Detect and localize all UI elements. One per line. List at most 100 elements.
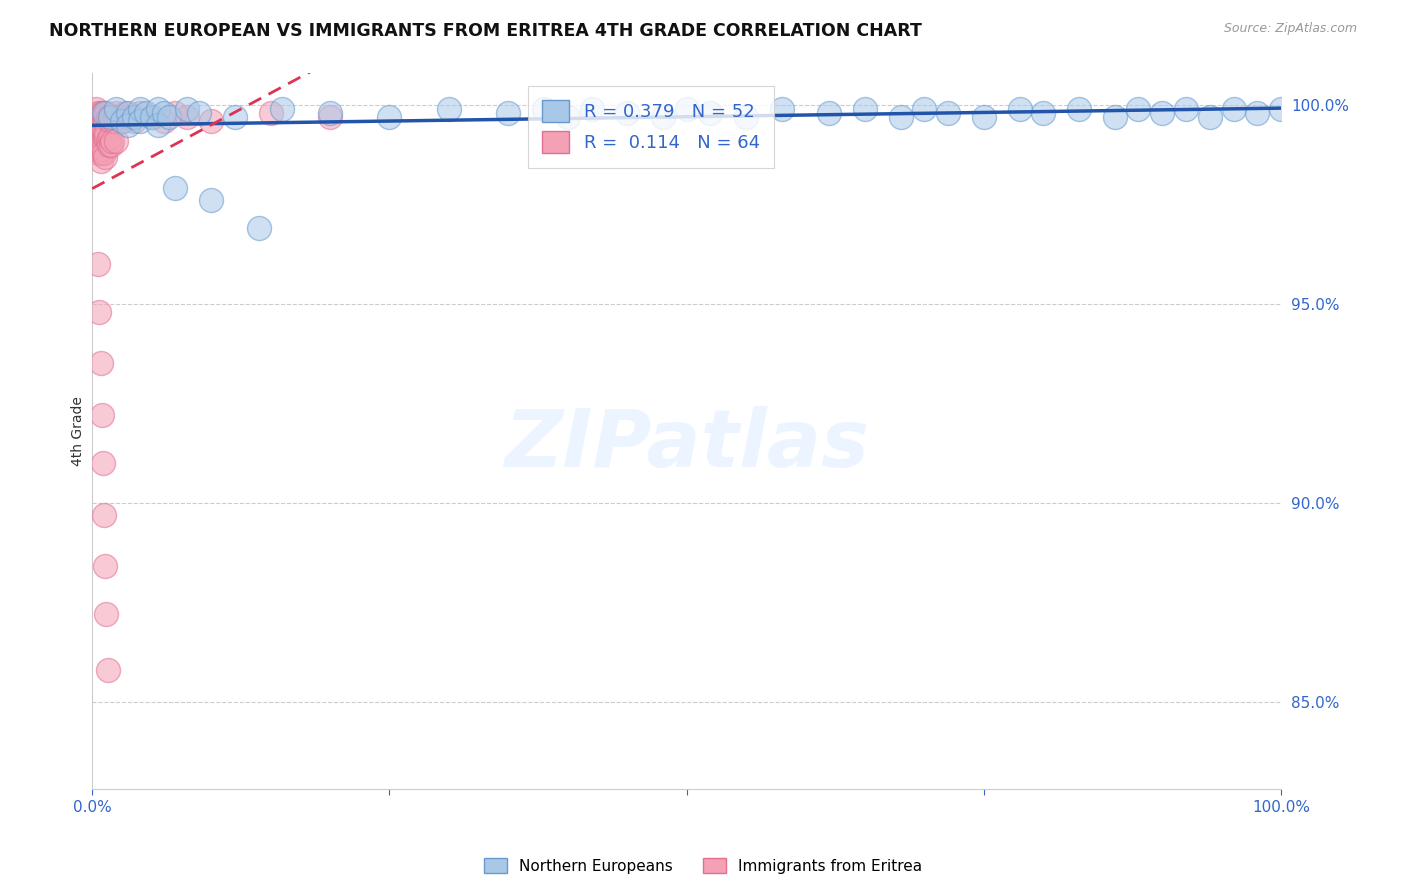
Point	[89, 137, 111, 152]
Point	[735, 110, 758, 124]
Legend: Northern Europeans, Immigrants from Eritrea: Northern Europeans, Immigrants from Erit…	[478, 852, 928, 880]
Point	[93, 508, 115, 522]
Point	[498, 105, 520, 120]
Point	[128, 113, 150, 128]
Point	[581, 102, 603, 116]
Point	[94, 113, 117, 128]
Point	[437, 102, 460, 116]
Point	[247, 221, 270, 235]
Point	[90, 110, 112, 124]
Point	[1008, 102, 1031, 116]
Point	[146, 102, 169, 116]
Point	[616, 105, 638, 120]
Point	[104, 110, 127, 124]
Point	[103, 113, 125, 128]
Point	[1067, 102, 1090, 116]
Point	[98, 129, 121, 144]
Point	[104, 134, 127, 148]
Point	[1270, 102, 1292, 116]
Point	[200, 194, 222, 208]
Point	[117, 110, 139, 124]
Point	[675, 102, 697, 116]
Point	[114, 105, 136, 120]
Point	[912, 102, 935, 116]
Point	[271, 102, 294, 116]
Point	[122, 113, 145, 128]
Point	[86, 110, 108, 124]
Point	[378, 110, 401, 124]
Point	[699, 105, 721, 120]
Point	[89, 304, 111, 318]
Point	[87, 118, 110, 132]
Point	[770, 102, 793, 116]
Point	[100, 137, 122, 152]
Point	[93, 105, 115, 120]
Point	[100, 113, 122, 128]
Point	[890, 110, 912, 124]
Text: Source: ZipAtlas.com: Source: ZipAtlas.com	[1223, 22, 1357, 36]
Point	[1198, 110, 1220, 124]
Point	[152, 113, 174, 128]
Point	[1246, 105, 1268, 120]
Point	[93, 126, 115, 140]
Point	[90, 408, 112, 422]
Text: ZIPatlas: ZIPatlas	[505, 407, 869, 484]
Point	[1032, 105, 1054, 120]
Point	[165, 181, 187, 195]
Point	[111, 113, 134, 128]
Point	[533, 102, 555, 116]
Point	[104, 102, 127, 116]
Point	[94, 149, 117, 163]
Point	[146, 118, 169, 132]
Point	[93, 110, 115, 124]
Point	[104, 105, 127, 120]
Point	[94, 129, 117, 144]
Point	[91, 142, 114, 156]
Point	[128, 105, 150, 120]
Point	[96, 126, 118, 140]
Point	[86, 121, 108, 136]
Point	[165, 105, 187, 120]
Point	[135, 105, 157, 120]
Point	[98, 110, 121, 124]
Point	[97, 113, 120, 128]
Point	[101, 134, 124, 148]
Point	[96, 105, 118, 120]
Point	[319, 105, 342, 120]
Point	[89, 142, 111, 156]
Point	[117, 118, 139, 132]
Point	[94, 559, 117, 574]
Point	[152, 105, 174, 120]
Point	[111, 113, 134, 128]
Point	[101, 110, 124, 124]
Point	[1222, 102, 1244, 116]
Point	[91, 105, 114, 120]
Point	[87, 134, 110, 148]
Point	[1175, 102, 1198, 116]
Point	[259, 105, 281, 120]
Point	[107, 110, 129, 124]
Point	[89, 126, 111, 140]
Text: NORTHERN EUROPEAN VS IMMIGRANTS FROM ERITREA 4TH GRADE CORRELATION CHART: NORTHERN EUROPEAN VS IMMIGRANTS FROM ERI…	[49, 22, 922, 40]
Point	[853, 102, 876, 116]
Point	[319, 110, 342, 124]
Point	[200, 113, 222, 128]
Y-axis label: 4th Grade: 4th Grade	[72, 396, 86, 466]
Point	[89, 356, 111, 370]
Point	[557, 110, 579, 124]
Point	[117, 105, 139, 120]
Point	[188, 105, 211, 120]
Point	[87, 257, 110, 271]
Point	[84, 102, 107, 116]
Point	[176, 110, 198, 124]
Point	[141, 110, 163, 124]
Point	[97, 663, 120, 677]
Point	[224, 110, 246, 124]
Point	[89, 153, 111, 168]
Point	[818, 105, 841, 120]
Point	[87, 145, 110, 160]
Legend: R = 0.379   N = 52, R =  0.114   N = 64: R = 0.379 N = 52, R = 0.114 N = 64	[527, 86, 775, 168]
Point	[96, 607, 118, 621]
Point	[89, 110, 111, 124]
Point	[128, 102, 150, 116]
